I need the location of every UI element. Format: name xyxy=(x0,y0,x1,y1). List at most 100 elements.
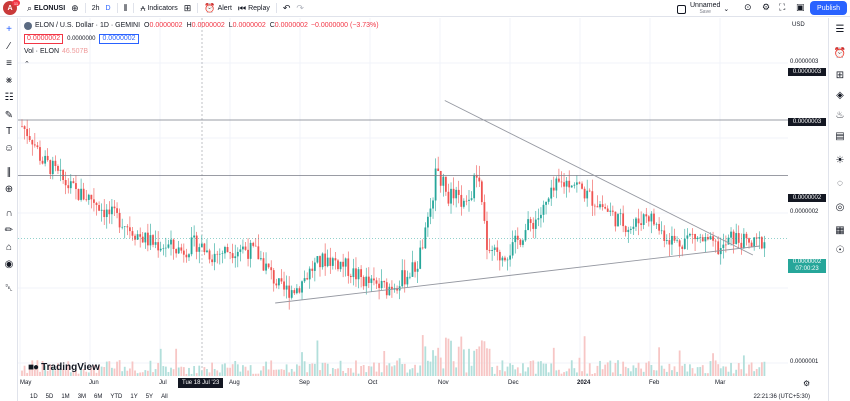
scale-settings-button[interactable]: ⚙ xyxy=(803,379,810,388)
interval-button[interactable]: 2h xyxy=(91,4,100,12)
calendar-button[interactable]: ▤ xyxy=(833,129,847,143)
candle-body xyxy=(247,249,249,259)
volume-bar xyxy=(211,362,214,376)
volume-value: 46.507B xyxy=(62,48,89,55)
templates-button[interactable]: ⊞ xyxy=(181,0,195,17)
compare-button[interactable]: ⊕ xyxy=(68,0,82,17)
candle-body xyxy=(195,235,198,252)
range-1y[interactable]: 1Y xyxy=(130,394,138,400)
hotlists-button[interactable]: ♨ xyxy=(833,108,847,122)
range-1d[interactable]: 1D xyxy=(30,394,38,400)
volume-bar xyxy=(732,373,735,376)
range-all[interactable]: All xyxy=(161,394,168,400)
volume-bar xyxy=(763,361,766,376)
collapse-legend-icon[interactable]: ⌃ xyxy=(24,60,30,68)
alerts-panel-button[interactable]: ⏰ xyxy=(833,46,847,60)
candle-body xyxy=(177,247,180,254)
last-price: 0.0000002 xyxy=(792,259,822,265)
layers-button[interactable]: ◈ xyxy=(833,88,847,102)
candle-body xyxy=(758,237,761,239)
candle-body xyxy=(213,253,216,263)
volume-bar xyxy=(295,364,298,376)
quick-search-button[interactable]: ⊙ xyxy=(744,2,752,13)
publish-button[interactable]: Publish xyxy=(810,1,847,15)
volume-bar xyxy=(478,346,481,376)
volume-bar xyxy=(444,337,447,376)
layout-menu[interactable]: Unnamed Save ⌄ xyxy=(677,2,729,16)
bell-icon: ☉ xyxy=(835,244,845,256)
indicators-button[interactable]: ⩜ Indicators xyxy=(137,0,180,17)
volume-bar xyxy=(254,373,257,376)
volume-bar xyxy=(719,368,722,376)
candle-body xyxy=(21,126,23,127)
undo-button[interactable]: ↶ xyxy=(280,0,294,17)
lock-drawings-tool[interactable]: ⌂ xyxy=(2,240,16,254)
calendar-2-button[interactable]: ▦ xyxy=(833,223,847,237)
range-1m[interactable]: 1M xyxy=(61,394,70,400)
trend-line[interactable] xyxy=(275,245,761,304)
keep-drawing-tool[interactable]: ✏ xyxy=(2,223,16,237)
chart-style-button[interactable]: D xyxy=(103,0,114,17)
candle-body xyxy=(478,177,481,182)
volume-bar xyxy=(712,353,714,376)
fullscreen-button[interactable]: ⛶ xyxy=(779,2,785,13)
volume-bar xyxy=(745,373,748,376)
candle-body xyxy=(488,249,491,251)
replay-button[interactable]: ⏮ Replay xyxy=(235,0,273,17)
brush-tool[interactable]: ✎ xyxy=(2,108,16,122)
volume-bar xyxy=(532,360,535,376)
volume-bar xyxy=(113,368,116,376)
ideas-button[interactable]: ☀ xyxy=(833,153,847,167)
candle-body xyxy=(82,188,85,200)
candle-body xyxy=(272,270,275,284)
candle-type-button[interactable]: ⫴ xyxy=(121,0,131,17)
magnet-tool[interactable]: ∩ xyxy=(2,206,16,220)
candle-body xyxy=(563,182,565,187)
range-6m[interactable]: 6M xyxy=(94,394,103,400)
measure-tool[interactable]: ∥ xyxy=(2,165,16,179)
candle-body xyxy=(555,178,558,191)
hide-drawings-tool[interactable]: ◉ xyxy=(2,257,16,271)
fib-tool[interactable]: ≡ xyxy=(2,56,16,70)
range-5d[interactable]: 5D xyxy=(45,394,54,400)
streams-button[interactable]: ◎ xyxy=(833,200,847,214)
remove-drawings-tool[interactable]: ␡ xyxy=(2,281,16,295)
projection-tool[interactable]: ☷ xyxy=(2,90,16,104)
sell-price-button[interactable]: 0.0000002 xyxy=(24,33,64,44)
icons-tool[interactable]: ☺ xyxy=(2,141,16,155)
patterns-tool[interactable]: ⨳ xyxy=(2,73,16,87)
trendline-tool[interactable]: ∕ xyxy=(2,39,16,53)
volume-bar xyxy=(550,363,553,376)
alert-button[interactable]: ⏰ Alert xyxy=(201,0,235,17)
range-ytd[interactable]: YTD xyxy=(110,394,123,400)
buy-price-button[interactable]: 0.0000002 xyxy=(99,33,139,44)
range-5y[interactable]: 5Y xyxy=(145,394,154,400)
tradingview-logo[interactable]: ■● TradingView xyxy=(28,362,100,373)
time-axis-label: Oct xyxy=(368,380,378,386)
timezone-clock[interactable]: 22:21:36 (UTC+5:30) xyxy=(753,394,810,400)
candle-body xyxy=(719,248,722,255)
candle-body xyxy=(619,213,622,215)
candle-body xyxy=(339,261,342,270)
chat-button[interactable]: ◌ xyxy=(833,176,847,190)
text-tool[interactable]: T xyxy=(2,124,16,138)
notifications-button[interactable]: ☉ xyxy=(833,243,847,257)
trend-line[interactable] xyxy=(444,100,754,256)
settings-button[interactable]: ⚙ xyxy=(762,2,770,13)
watchlist-button[interactable]: ☰ xyxy=(833,22,847,36)
redo-button[interactable]: ↷ xyxy=(293,0,307,17)
symbol-search-button[interactable]: ⌕ ELONUSI xyxy=(24,0,68,17)
range-3m[interactable]: 3M xyxy=(77,394,87,400)
crosshair-tool[interactable]: + xyxy=(2,22,16,36)
candle-body xyxy=(401,270,404,287)
volume-bar xyxy=(511,364,514,376)
volume-bar xyxy=(69,372,72,376)
price-chart[interactable] xyxy=(18,18,828,376)
candle-body xyxy=(748,238,750,243)
snapshot-button[interactable]: ▣ xyxy=(796,2,805,13)
currency-label[interactable]: USD xyxy=(792,22,805,28)
volume-bar xyxy=(262,366,265,376)
data-window-button[interactable]: ⊞ xyxy=(833,68,847,82)
zoom-tool[interactable]: ⊕ xyxy=(2,182,16,196)
candle-body xyxy=(509,255,512,260)
